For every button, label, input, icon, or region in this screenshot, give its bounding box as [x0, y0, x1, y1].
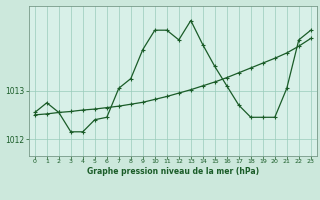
X-axis label: Graphe pression niveau de la mer (hPa): Graphe pression niveau de la mer (hPa)	[87, 167, 259, 176]
